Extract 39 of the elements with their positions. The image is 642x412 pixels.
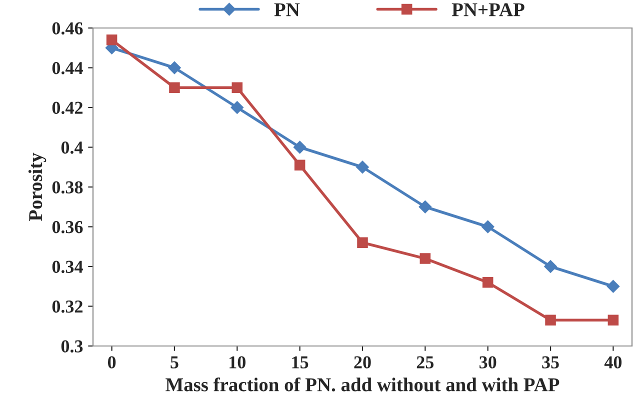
point	[169, 82, 180, 94]
y-tick-label: 0.36	[52, 221, 83, 234]
legend-label: PN+PAP	[452, 3, 524, 16]
point	[357, 237, 368, 248]
y-axis-title: Porosity	[28, 152, 46, 222]
point	[294, 160, 306, 171]
point	[356, 160, 369, 174]
point	[293, 140, 306, 154]
x-axis-title: Mass fraction of PN. add without and with PAP	[166, 377, 560, 392]
x-tick-label: 15	[292, 356, 308, 368]
point	[230, 101, 244, 114]
y-tick-label: 0.44	[52, 62, 83, 74]
y-tick-label: 0.3	[61, 340, 83, 353]
point	[106, 34, 118, 46]
x-tick-label: 30	[480, 356, 496, 368]
x-tick-label: 40	[604, 356, 622, 368]
point	[420, 253, 431, 264]
x-tick-label: 5	[170, 356, 178, 368]
point	[418, 200, 432, 214]
x-tick-label: 35	[542, 356, 559, 368]
point	[482, 277, 494, 288]
point	[544, 260, 557, 273]
point	[481, 220, 494, 234]
y-tick-label: 0.4	[61, 142, 83, 154]
y-tick-label: 0.34	[52, 260, 83, 274]
point	[545, 314, 556, 326]
y-tick-label: 0.42	[52, 102, 82, 114]
point	[606, 280, 620, 293]
y-tick-label: 0.46	[52, 22, 83, 35]
y-tick-label: 0.38	[52, 181, 83, 194]
x-tick-label: 25	[416, 356, 434, 368]
point	[608, 314, 619, 326]
x-tick-label: 20	[354, 356, 371, 368]
legend-label: PN	[274, 3, 300, 16]
x-tick-label: 0	[108, 356, 116, 368]
point	[232, 82, 243, 94]
point	[168, 61, 181, 74]
y-tick-label: 0.32	[52, 300, 82, 313]
x-tick-label: 10	[230, 356, 246, 368]
